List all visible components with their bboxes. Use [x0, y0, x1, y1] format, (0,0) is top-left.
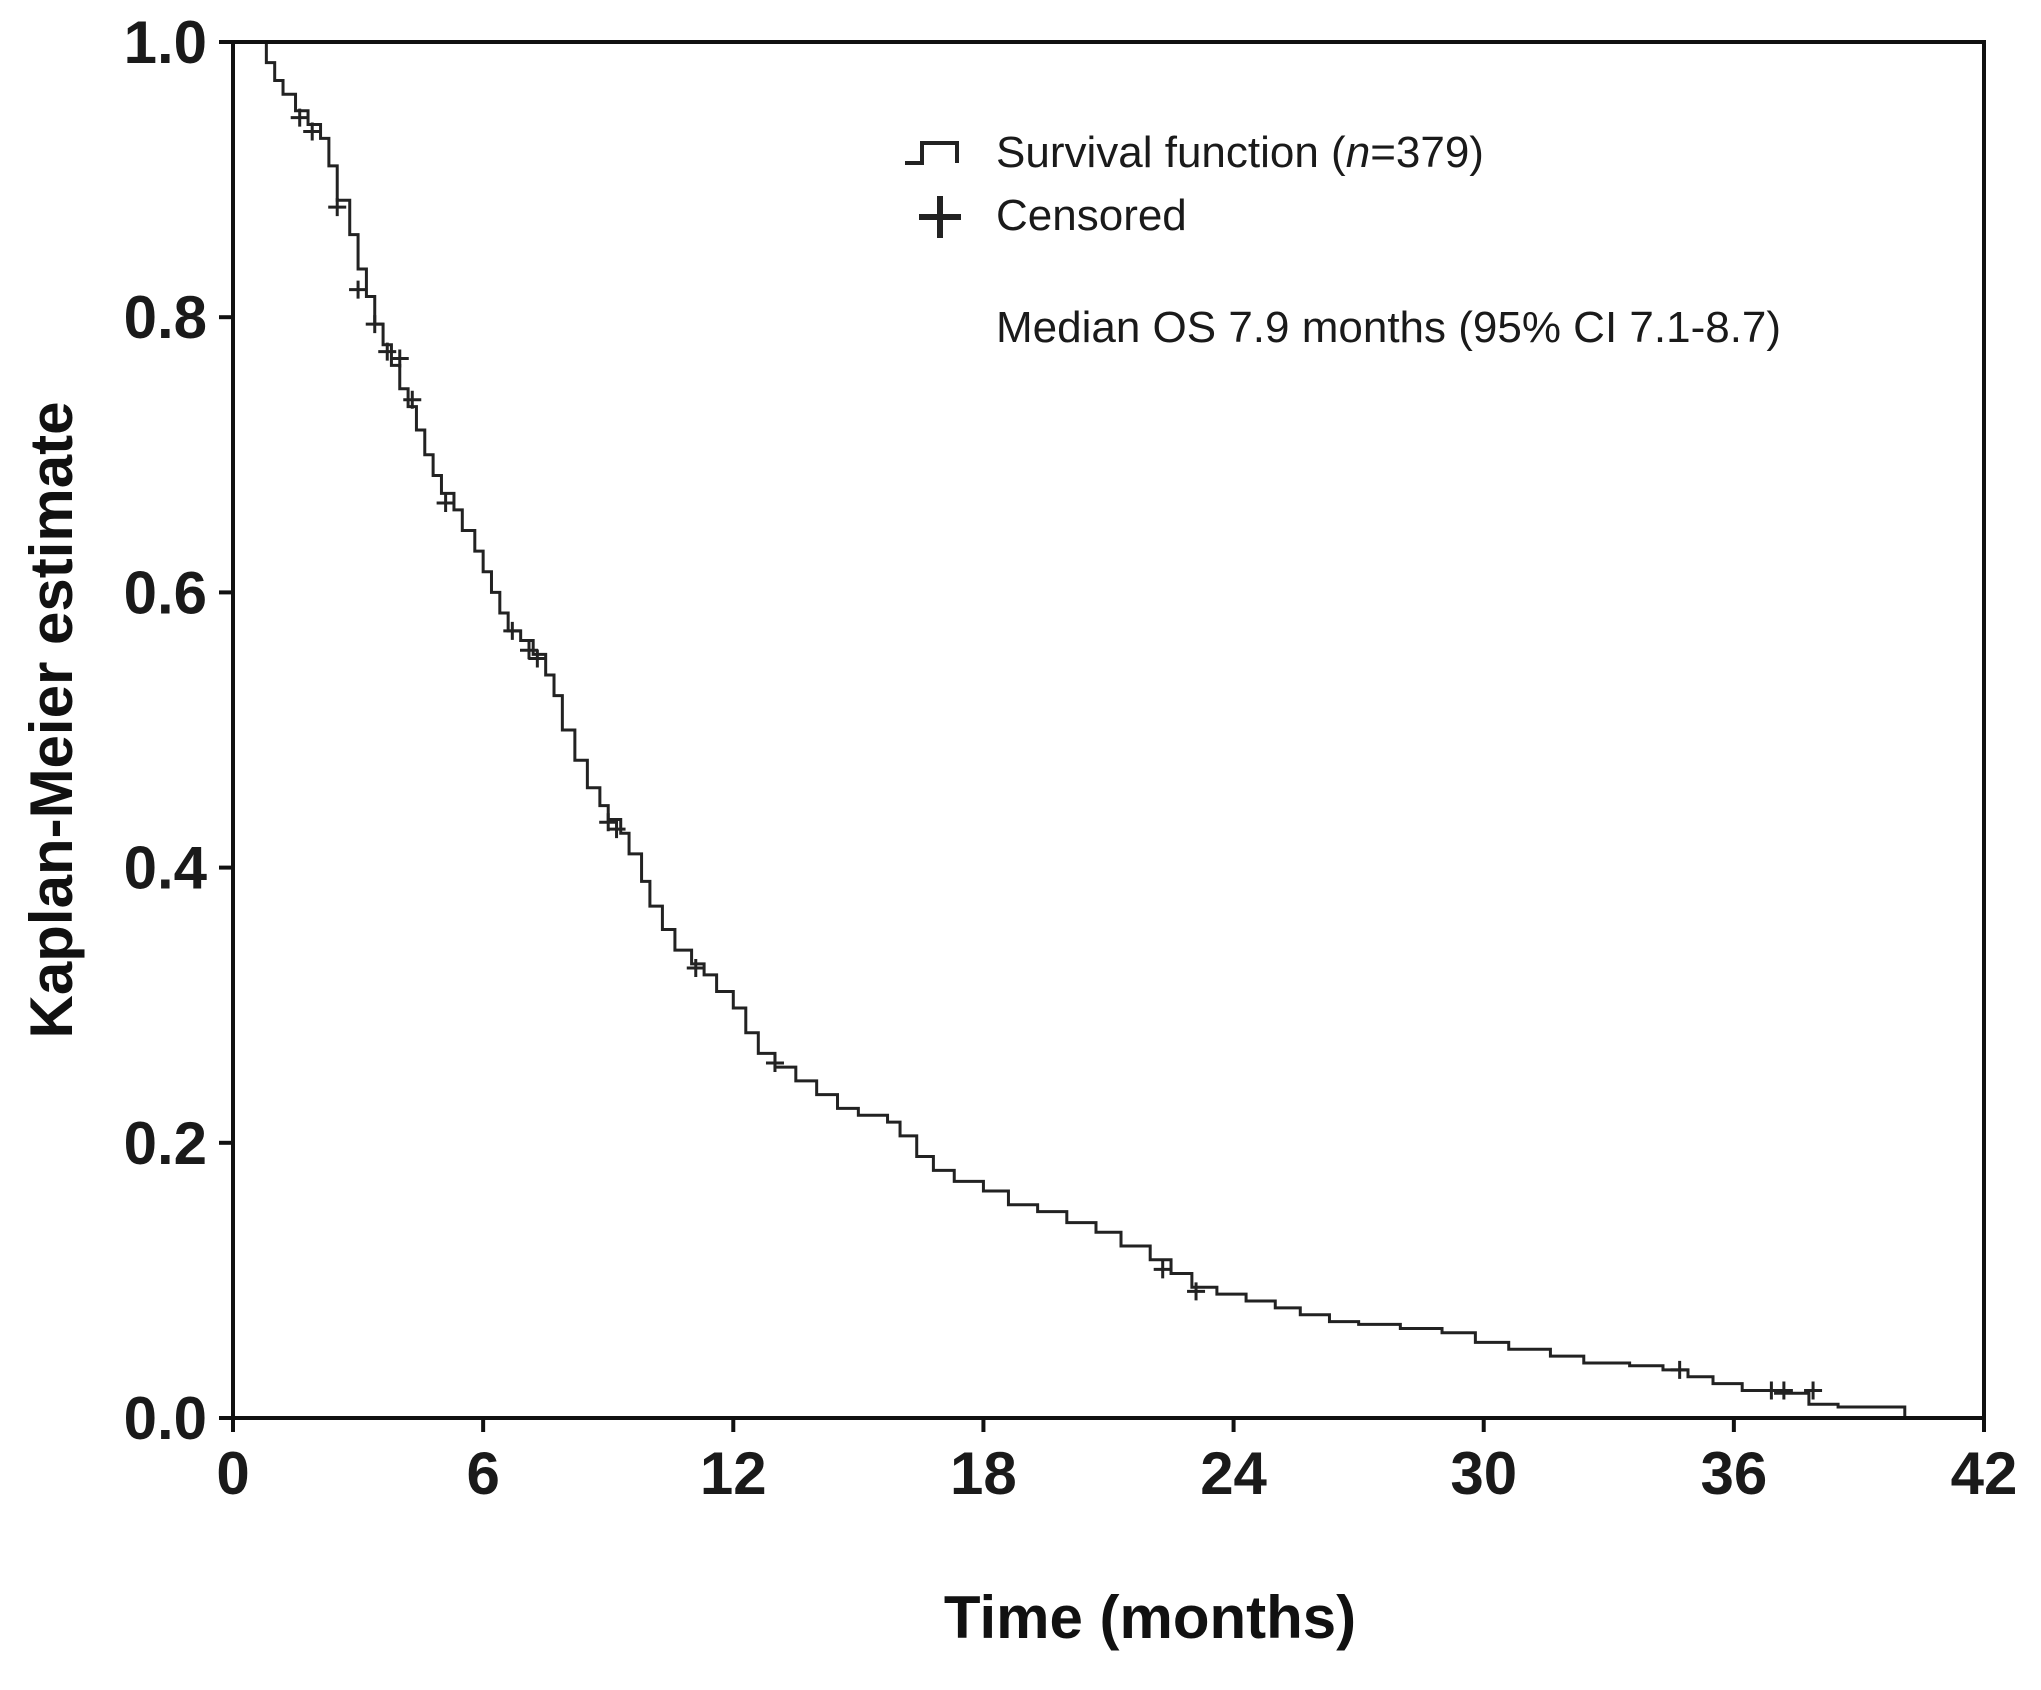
- x-tick-label: 36: [1700, 1440, 1767, 1507]
- x-tick-label: 6: [466, 1440, 499, 1507]
- censored-mark: [1774, 1381, 1793, 1400]
- censored-marks: [290, 108, 1823, 1400]
- survival-curve: [233, 40, 1907, 1418]
- x-tick-label: 0: [216, 1440, 249, 1507]
- censored-mark: [765, 1053, 784, 1072]
- x-axis-title: Time (months): [944, 1584, 1356, 1651]
- x-tick-label: 18: [950, 1440, 1017, 1507]
- y-tick-label: 1.0: [124, 9, 207, 76]
- plot-frame: [231, 40, 1986, 1420]
- censored-mark: [390, 349, 409, 368]
- censored-mark: [436, 493, 455, 512]
- x-tick-label: 30: [1450, 1440, 1517, 1507]
- legend-survival-step-icon: [905, 141, 959, 165]
- y-axis-ticks: 0.0 0.2 0.4 0.6 0.8 1.0: [124, 9, 233, 1452]
- censored-mark: [1187, 1282, 1206, 1301]
- censored-mark: [503, 621, 522, 640]
- y-axis-title: Kaplan-Meier estimate: [18, 402, 85, 1039]
- x-axis-ticks: 0 6 12 18 24 30 36 42: [216, 1418, 2017, 1507]
- legend-censored-icon: [919, 196, 961, 238]
- censored-mark: [378, 342, 397, 361]
- y-tick-label: 0.8: [124, 284, 207, 351]
- y-tick-label: 0.0: [124, 1385, 207, 1452]
- censored-mark: [520, 641, 539, 660]
- median-os-annotation: Median OS 7.9 months (95% CI 7.1-8.7): [996, 303, 1781, 352]
- x-tick-label: 12: [700, 1440, 767, 1507]
- y-tick-label: 0.2: [124, 1110, 207, 1177]
- censored-mark: [528, 649, 547, 668]
- legend-censored-label: Censored: [996, 191, 1187, 240]
- y-tick-label: 0.6: [124, 559, 207, 626]
- censored-mark: [365, 315, 384, 334]
- censored-mark: [1804, 1381, 1823, 1400]
- censored-mark: [328, 198, 347, 217]
- censored-mark: [686, 959, 705, 978]
- censored-mark: [303, 122, 322, 141]
- censored-mark: [349, 280, 368, 299]
- censored-mark: [403, 390, 422, 409]
- legend: Survival function (n=379) Censored: [905, 128, 1484, 240]
- legend-survival-label: Survival function (n=379): [996, 128, 1484, 177]
- y-tick-label: 0.4: [124, 835, 208, 902]
- censored-mark: [1153, 1260, 1172, 1279]
- x-tick-label: 24: [1200, 1440, 1267, 1507]
- censored-mark: [290, 108, 309, 127]
- censored-mark: [1670, 1360, 1689, 1379]
- x-tick-label: 42: [1951, 1440, 2018, 1507]
- censored-mark: [607, 820, 626, 839]
